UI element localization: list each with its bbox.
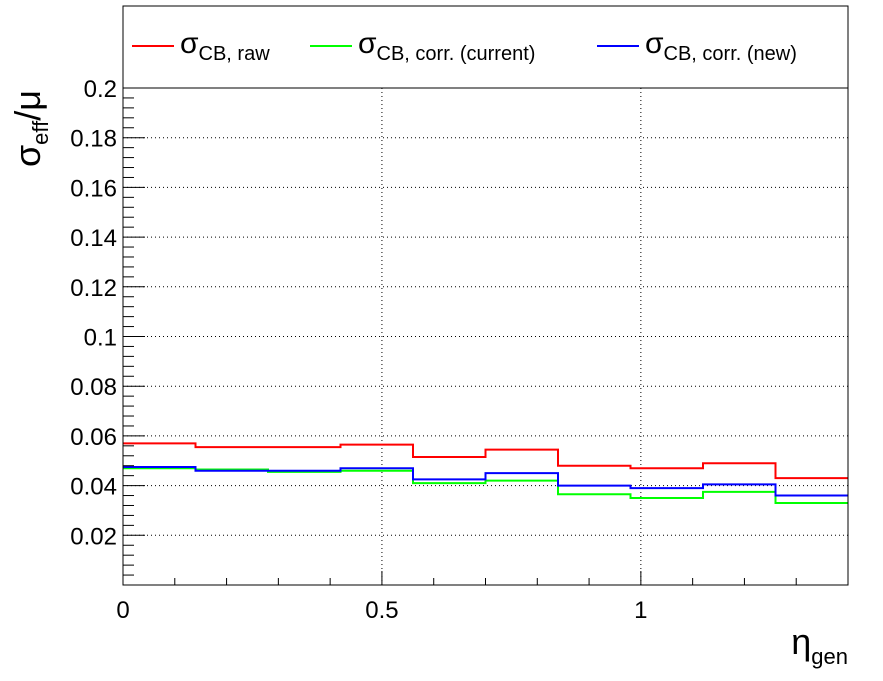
y-axis-title-tail: /μ: [7, 90, 48, 121]
series-group: [123, 442, 848, 504]
y-tick-label: 0.12: [70, 275, 117, 302]
grid-lines: [123, 88, 848, 585]
y-axis-title-sub: eff: [28, 120, 53, 145]
x-tick-label: 0.5: [365, 597, 398, 624]
legend: σCB, raw σCB, corr. (current) σCB, corr. (…: [132, 27, 797, 65]
y-axis-title: σeff/μ: [7, 90, 53, 167]
y-tick-label: 0.18: [70, 126, 117, 153]
legend-label-sub: CB, corr. (new): [664, 43, 797, 65]
legend-label-sub: CB, raw: [199, 43, 271, 65]
y-tick-label: 0.04: [70, 474, 117, 501]
y-tick-label: 0.16: [70, 175, 117, 202]
legend-box: [122, 5, 849, 89]
y-tick-label: 0.2: [84, 76, 117, 103]
legend-label-2: σCB, corr. (new): [645, 27, 797, 65]
legend-label-main: σ: [645, 27, 664, 60]
x-tick-label: 0: [116, 597, 129, 624]
legend-label-main: σ: [180, 27, 199, 60]
y-axis-title-main: σ: [7, 145, 48, 167]
series-line-0: [123, 442, 848, 480]
x-axis-title-main: η: [791, 621, 811, 662]
legend-label-0: σCB, raw: [180, 27, 270, 65]
x-tick-label: 1: [634, 597, 647, 624]
tick-labels: 0 0.5 1 0.02 0.04 0.06 0.08 0.1 0.12 0.14 0.16 0.18…: [70, 76, 647, 624]
series-line-2: [123, 465, 848, 497]
y-tick-label: 0.02: [70, 523, 117, 550]
x-axis-title: ηgen: [791, 621, 848, 669]
legend-label-main: σ: [358, 27, 377, 60]
y-tick-label: 0.14: [70, 225, 117, 252]
axis-ticks: [122, 87, 849, 586]
y-tick-label: 0.08: [70, 374, 117, 401]
y-tick-label: 0.06: [70, 424, 117, 451]
legend-label-sub: CB, corr. (current): [377, 43, 536, 65]
legend-label-1: σCB, corr. (current): [358, 27, 535, 65]
y-tick-label: 0.1: [84, 325, 117, 352]
x-axis-title-sub: gen: [811, 644, 848, 669]
